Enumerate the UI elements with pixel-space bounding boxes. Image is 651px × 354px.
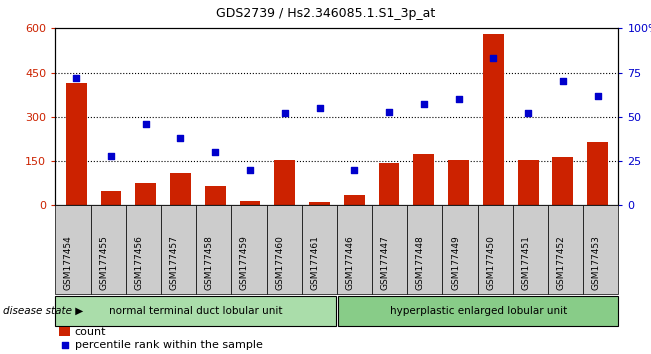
Bar	[66, 83, 87, 205]
Text: GSM177446: GSM177446	[346, 235, 355, 290]
Text: GSM177452: GSM177452	[557, 235, 566, 290]
Point	[60, 342, 70, 348]
Text: hyperplastic enlarged lobular unit: hyperplastic enlarged lobular unit	[391, 306, 568, 316]
Text: GSM177447: GSM177447	[381, 235, 390, 290]
Point	[384, 109, 395, 114]
Bar	[205, 186, 226, 205]
Bar	[344, 195, 365, 205]
Text: GSM177461: GSM177461	[311, 235, 319, 290]
Point	[141, 121, 151, 127]
Text: count: count	[75, 327, 106, 337]
Bar	[135, 183, 156, 205]
Text: GSM177457: GSM177457	[169, 235, 178, 290]
Point	[558, 79, 568, 84]
Bar	[309, 202, 330, 205]
Bar	[587, 142, 608, 205]
Text: GSM177460: GSM177460	[275, 235, 284, 290]
Point	[488, 56, 499, 61]
Text: percentile rank within the sample: percentile rank within the sample	[75, 340, 263, 350]
Text: disease state ▶: disease state ▶	[3, 306, 83, 316]
Point	[419, 102, 429, 107]
Bar	[553, 156, 574, 205]
Bar	[100, 190, 121, 205]
Point	[105, 153, 116, 159]
Text: GDS2739 / Hs2.346085.1.S1_3p_at: GDS2739 / Hs2.346085.1.S1_3p_at	[216, 7, 435, 20]
Bar	[170, 173, 191, 205]
Point	[349, 167, 359, 173]
Point	[175, 135, 186, 141]
Point	[314, 105, 325, 111]
Text: GSM177458: GSM177458	[204, 235, 214, 290]
Point	[210, 149, 221, 155]
Point	[245, 167, 255, 173]
Point	[523, 110, 533, 116]
Text: GSM177453: GSM177453	[592, 235, 601, 290]
Text: GSM177455: GSM177455	[99, 235, 108, 290]
Bar	[379, 162, 400, 205]
Text: GSM177448: GSM177448	[416, 235, 425, 290]
Bar	[483, 34, 504, 205]
Bar	[518, 160, 538, 205]
Text: GSM177450: GSM177450	[486, 235, 495, 290]
Point	[279, 110, 290, 116]
Text: GSM177449: GSM177449	[451, 235, 460, 290]
Text: GSM177454: GSM177454	[64, 235, 73, 290]
Text: GSM177451: GSM177451	[521, 235, 531, 290]
Text: GSM177459: GSM177459	[240, 235, 249, 290]
Text: GSM177456: GSM177456	[134, 235, 143, 290]
Bar	[413, 154, 434, 205]
Point	[453, 96, 464, 102]
Bar	[240, 201, 260, 205]
Text: normal terminal duct lobular unit: normal terminal duct lobular unit	[109, 306, 283, 316]
Point	[592, 93, 603, 98]
Bar	[274, 160, 295, 205]
Bar	[448, 160, 469, 205]
Point	[71, 75, 81, 81]
